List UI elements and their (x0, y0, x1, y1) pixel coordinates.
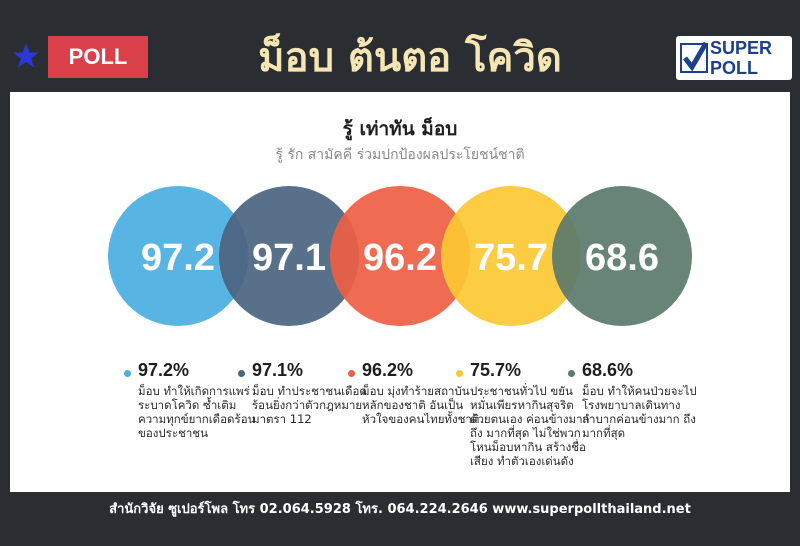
chart-title: รู้ เท่าทัน ม็อบ (342, 118, 458, 140)
legend-text: ม็อบ ทำให้เกิดการแพร่ระบาดโควิด ซ้ำเติมค… (138, 384, 256, 440)
bubble-4 (441, 186, 581, 326)
star-icon (13, 43, 39, 68)
bubble-value-label: 97.1 (252, 237, 326, 279)
bubble-2 (219, 186, 359, 326)
legend-value: 97.2% (138, 360, 190, 380)
page-title: ม็อบ ต้นตอ โควิด (258, 35, 562, 81)
bubble-5 (552, 186, 692, 326)
legend-dot (124, 370, 131, 377)
legend-text: ม็อบ มุ่งทำร้ายสถาบันหลักของชาติ อันเป็น… (362, 384, 480, 426)
legend-dot (348, 370, 355, 377)
chart-subtitle: รู้ รัก สามัคคี ร่วมปกป้องผลประโยชน์ชาติ (275, 147, 525, 163)
bubble-value-label: 75.7 (474, 237, 548, 279)
bubble-value-label: 68.6 (585, 237, 659, 279)
legend-text: ประชาชนทั่วไป ขยันหมั่นเพียรหากินสุจริตด… (470, 384, 590, 468)
bubble-1 (108, 186, 248, 326)
super-poll-logo: SUPER POLL (676, 36, 792, 80)
legend-dot (238, 370, 245, 377)
legend-value: 75.7% (470, 360, 522, 380)
logo-text-poll: POLL (710, 58, 758, 78)
legend-dot (456, 370, 463, 377)
footer-contact: สำนักวิจัย ซูเปอร์โพล โทร 02.064.5928 โท… (109, 502, 691, 517)
legend-value: 97.1% (252, 360, 304, 380)
legend-value: 96.2% (362, 360, 414, 380)
legend-text: ม็อบ ทำประชาชนเดือดร้อนยิ่งกว่าตัวกฎหมาย… (252, 384, 367, 426)
check-icon (680, 41, 708, 73)
bubble-value-label: 96.2 (363, 237, 437, 279)
legend-text: ม็อบ ทำให้คนป่วยจะไปโรงพยาบาลเดินทางลำบา… (582, 384, 697, 440)
poll-badge: POLL (48, 36, 148, 78)
legend-dot (568, 370, 575, 377)
bubble-value-label: 97.2 (141, 237, 215, 279)
legend-value: 68.6% (582, 360, 634, 380)
bubble-3 (330, 186, 470, 326)
logo-text-super: SUPER (710, 38, 773, 58)
